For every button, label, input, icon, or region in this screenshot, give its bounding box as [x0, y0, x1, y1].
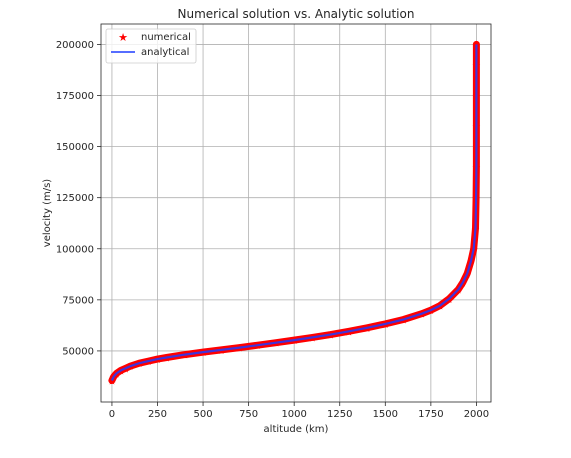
x-tick-label: 1500	[373, 409, 398, 420]
x-tick-label: 250	[148, 409, 167, 420]
data-point-numerical: ★	[290, 336, 299, 347]
data-point-numerical: ★	[271, 339, 280, 350]
y-tick-label: 125000	[56, 193, 94, 204]
y-axis-label: velocity (m/s)	[42, 179, 53, 247]
y-tick-label: 50000	[62, 346, 94, 357]
data-point-numerical: ★	[135, 359, 144, 370]
legend: ★ numerical analytical	[105, 28, 197, 64]
legend-label-numerical: numerical	[141, 32, 191, 43]
y-tick-label: 100000	[56, 244, 94, 255]
data-point-numerical: ★	[381, 320, 390, 331]
data-point-numerical: ★	[107, 377, 116, 388]
x-tick-label: 500	[194, 409, 213, 420]
series-line-analytical	[110, 44, 478, 381]
plot-area: ★★★★★★★ ★ ★ ★ ★ ★ ★ ★ ★ ★ ★ ★ ★ ★ ★ ★ ★ ★★ ★ ★★★★★★★★★★★★★★	[107, 40, 480, 387]
x-tick-label: 750	[239, 409, 258, 420]
plot-frame	[100, 23, 492, 403]
x-axis-label: altitude (km)	[264, 424, 329, 435]
y-tick-label: 175000	[56, 91, 94, 102]
x-tick-label: 1250	[327, 409, 352, 420]
data-point-numerical: ★	[445, 295, 454, 306]
data-point-numerical: ★	[308, 333, 317, 344]
grid	[101, 24, 491, 402]
data-point-numerical: ★	[217, 346, 226, 357]
y-tick-label: 200000	[56, 40, 94, 51]
data-point-numerical: ★	[162, 353, 171, 364]
data-point-numerical: ★	[253, 341, 262, 352]
data-point-numerical: ★	[126, 362, 135, 373]
x-tick-label: 1750	[418, 409, 443, 420]
data-point-numerical: ★	[117, 366, 126, 377]
x-tick-label: 1000	[281, 409, 306, 420]
legend-label-analytical: analytical	[141, 47, 189, 58]
data-point-numerical: ★	[426, 306, 435, 317]
chart-title: Numerical solution vs. Analytic solution	[178, 7, 415, 21]
legend-marker-numerical: ★	[118, 31, 128, 44]
data-point-numerical: ★	[399, 315, 408, 326]
data-point-numerical: ★	[180, 351, 189, 362]
y-tick-label: 75000	[62, 295, 94, 306]
x-tick-label: 2000	[464, 409, 489, 420]
data-point-numerical: ★	[199, 348, 208, 359]
data-point-numerical: ★	[344, 327, 353, 338]
legend-box	[105, 28, 197, 64]
y-tick-label: 150000	[56, 142, 94, 153]
x-tick-label: 0	[109, 409, 115, 420]
axis-ticks: 0 250 500 750 1000 1250 1500 1750 2000 50000 75000…	[56, 40, 489, 420]
data-point-numerical: ★	[363, 324, 372, 335]
data-point-numerical: ★	[435, 302, 444, 313]
data-point-numerical: ★	[417, 310, 426, 321]
data-point-numerical: ★	[144, 357, 153, 368]
data-point-numerical: ★	[235, 344, 244, 355]
data-point-numerical: ★	[153, 355, 162, 366]
data-point-numerical: ★	[326, 331, 335, 342]
data-point-numerical: ★	[121, 364, 130, 375]
